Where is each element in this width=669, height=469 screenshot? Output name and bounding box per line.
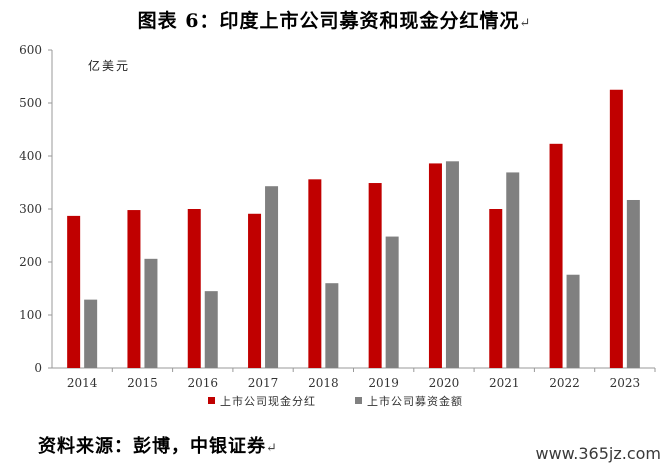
x-tick-label: 2017 <box>248 376 279 390</box>
bar-fundraising <box>385 236 399 368</box>
x-tick-label: 2015 <box>127 376 158 390</box>
legend-swatch <box>355 397 362 404</box>
y-tick-label: 400 <box>19 149 42 163</box>
bar-fundraising <box>566 274 580 368</box>
y-tick-label: 0 <box>34 361 42 375</box>
paragraph-mark: ↵ <box>266 441 278 456</box>
bar-dividend <box>127 210 141 368</box>
bar-fundraising <box>626 199 640 368</box>
bar-fundraising <box>325 283 339 368</box>
x-tick-label: 2022 <box>549 376 580 390</box>
bar-fundraising <box>445 161 459 368</box>
bar-dividend <box>368 183 382 368</box>
legend-swatch <box>208 397 215 404</box>
x-tick-label: 2014 <box>67 376 98 390</box>
x-tick-label: 2016 <box>187 376 218 390</box>
legend-label: 上市公司募资金额 <box>367 394 463 408</box>
watermark: www.365jz.com <box>535 444 661 463</box>
bar-dividend <box>308 179 322 368</box>
x-tick-label: 2019 <box>368 376 399 390</box>
chart-title: 图表 6：印度上市公司募资和现金分红情况↵ <box>137 10 532 32</box>
bar-fundraising <box>506 172 520 368</box>
y-tick-label: 200 <box>19 255 42 269</box>
bar-dividend <box>549 143 563 368</box>
bar-dividend <box>489 209 503 368</box>
x-tick-label: 2020 <box>429 376 460 390</box>
bar-dividend <box>187 209 201 368</box>
bar-fundraising <box>265 186 279 368</box>
source-note: 资料来源：彭博，中银证券↵ <box>38 436 278 457</box>
y-tick-label: 500 <box>19 96 42 110</box>
bar-dividend <box>248 213 262 368</box>
bar-fundraising <box>204 291 218 368</box>
x-tick-label: 2021 <box>489 376 520 390</box>
y-tick-label: 100 <box>19 308 42 322</box>
x-tick-label: 2018 <box>308 376 339 390</box>
legend-label: 上市公司现金分红 <box>220 394 316 408</box>
bar-fundraising <box>84 299 98 368</box>
paragraph-mark: ↵ <box>519 16 532 31</box>
y-unit-label: 亿美元 <box>88 58 130 73</box>
bar-fundraising <box>144 258 158 368</box>
y-tick-label: 600 <box>19 43 42 57</box>
bar-dividend <box>609 89 623 368</box>
y-tick-label: 300 <box>19 202 42 216</box>
bar-dividend <box>428 163 442 368</box>
bar-dividend <box>67 215 81 368</box>
x-tick-label: 2023 <box>610 376 641 390</box>
